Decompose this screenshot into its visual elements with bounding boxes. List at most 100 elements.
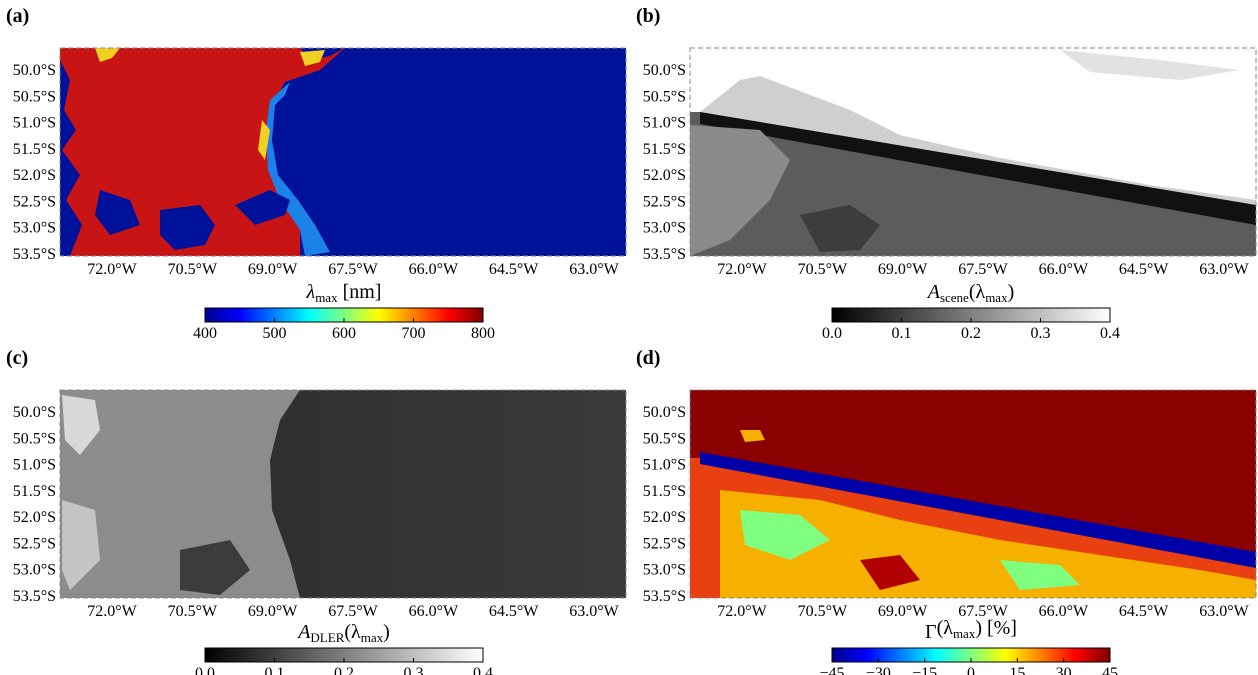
x-tick-label: 69.0°W: [878, 603, 928, 620]
panel-c-y-ticks: 50.0°S 50.5°S 51.0°S 51.5°S 52.0°S 52.5°S 53.0…: [13, 404, 56, 605]
colorbar-tick-label: 0.4: [473, 665, 493, 675]
colorbar-tick-label: 45: [1102, 665, 1118, 675]
panel-c-colorbar-title: ADLER(λmax): [296, 621, 390, 645]
panel-d-x-ticks: 72.0°W 70.5°W 69.0°W 67.5°W 66.0°W 64.5°W 63.0…: [717, 603, 1249, 620]
colorbar-tick-label: 0.4: [1100, 325, 1120, 342]
y-tick-label: 50.5°S: [13, 88, 56, 105]
panel-d: (d) 50.0°S 50.5°S 51.0°S 51.5°S 52.0°S 52.5°S…: [636, 347, 1257, 675]
panel-b-colorbar-ticks: 0.0 0.1 0.2 0.3 0.4: [822, 318, 1120, 342]
x-tick-label: 70.5°W: [798, 261, 848, 278]
panel-b-y-ticks: 50.0°S 50.5°S 51.0°S 51.5°S 52.0°S 52.5°S 53.0…: [643, 62, 686, 263]
colorbar-tick-label: 0: [967, 665, 975, 675]
y-tick-label: 50.5°S: [13, 430, 56, 447]
x-tick-label: 70.5°W: [798, 603, 848, 620]
panel-a-x-ticks: 72.0°W 70.5°W 69.0°W 67.5°W 66.0°W 64.5°W 63.0…: [87, 261, 619, 278]
y-tick-label: 52.5°S: [13, 193, 56, 210]
y-tick-label: 53.5°S: [13, 246, 56, 263]
y-tick-label: 51.5°S: [643, 141, 686, 158]
colorbar-tick-label: −30: [866, 665, 891, 675]
panel-b-x-ticks: 72.0°W 70.5°W 69.0°W 67.5°W 66.0°W 64.5°W 63.0…: [717, 261, 1249, 278]
y-tick-label: 50.0°S: [13, 62, 56, 79]
x-tick-label: 63.0°W: [569, 261, 619, 278]
panel-a: (a) 50.0°S 50.5°S 51.0°S 51.5°S 52.0°S 52.5°S…: [6, 5, 627, 342]
x-tick-label: 72.0°W: [87, 603, 137, 620]
y-tick-label: 51.0°S: [13, 115, 56, 132]
y-tick-label: 53.5°S: [643, 588, 686, 605]
y-tick-label: 51.0°S: [643, 115, 686, 132]
panel-c-x-ticks: 72.0°W 70.5°W 69.0°W 67.5°W 66.0°W 64.5°W 63.0…: [87, 603, 619, 620]
colorbar-tick-label: 600: [332, 325, 356, 342]
colorbar-tick-label: 700: [402, 325, 426, 342]
y-tick-label: 50.5°S: [643, 88, 686, 105]
x-tick-label: 67.5°W: [328, 261, 378, 278]
panel-d-colorbar-title: Γ(λmax) [%]: [925, 617, 1017, 643]
y-tick-label: 51.0°S: [643, 457, 686, 474]
colorbar-tick-label: 400: [193, 325, 217, 342]
x-tick-label: 63.0°W: [569, 603, 619, 620]
x-tick-label: 72.0°W: [87, 261, 137, 278]
x-tick-label: 70.5°W: [168, 603, 218, 620]
y-tick-label: 52.5°S: [643, 193, 686, 210]
colorbar-tick-label: 0.3: [404, 665, 424, 675]
y-tick-label: 53.5°S: [13, 588, 56, 605]
x-tick-label: 70.5°W: [168, 261, 218, 278]
x-tick-label: 69.0°W: [248, 603, 298, 620]
panel-b-dark-band: [700, 112, 1256, 225]
colorbar-tick-label: 800: [471, 325, 495, 342]
x-tick-label: 63.0°W: [1199, 261, 1249, 278]
y-tick-label: 52.0°S: [643, 509, 686, 526]
y-tick-label: 51.5°S: [13, 141, 56, 158]
panel-b-label: (b): [636, 5, 660, 27]
panel-d-dark-band: [700, 452, 1256, 568]
colorbar-tick-label: 0.2: [961, 325, 981, 342]
x-tick-label: 63.0°W: [1199, 603, 1249, 620]
y-tick-label: 51.5°S: [13, 483, 56, 500]
y-tick-label: 50.0°S: [643, 62, 686, 79]
y-tick-label: 52.0°S: [643, 167, 686, 184]
colorbar-tick-label: 0.2: [334, 665, 354, 675]
x-tick-label: 64.5°W: [489, 603, 539, 620]
panel-d-map: [690, 390, 1256, 598]
x-tick-label: 64.5°W: [1119, 603, 1169, 620]
panel-a-y-ticks: 50.0°S 50.5°S 51.0°S 51.5°S 52.0°S 52.5°S 53.0…: [13, 62, 56, 263]
panel-c-label: (c): [6, 347, 28, 369]
panel-a-colorbar-title: λmax [nm]: [306, 281, 382, 305]
y-tick-label: 50.0°S: [13, 404, 56, 421]
panel-c-colorbar-ticks: 0.0 0.1 0.2 0.3 0.4: [195, 658, 493, 675]
y-tick-label: 53.0°S: [13, 220, 56, 237]
y-tick-label: 51.0°S: [13, 457, 56, 474]
x-tick-label: 72.0°W: [717, 261, 767, 278]
panel-c-map: [60, 390, 626, 598]
x-tick-label: 66.0°W: [1039, 261, 1089, 278]
colorbar-tick-label: 0.3: [1031, 325, 1051, 342]
y-tick-label: 52.0°S: [13, 167, 56, 184]
colorbar-tick-label: 500: [263, 325, 287, 342]
x-tick-label: 64.5°W: [489, 261, 539, 278]
panel-a-label: (a): [6, 5, 29, 27]
y-tick-label: 53.0°S: [643, 562, 686, 579]
x-tick-label: 66.0°W: [409, 603, 459, 620]
colorbar-tick-label: 0.0: [822, 325, 842, 342]
y-tick-label: 52.5°S: [13, 535, 56, 552]
colorbar-tick-label: 0.1: [892, 325, 912, 342]
panel-b: (b) 50.0°S 50.5°S 51.0°S 51.5°S 52.0°S 52.5°S…: [636, 5, 1257, 342]
x-tick-label: 67.5°W: [958, 603, 1008, 620]
y-tick-label: 53.0°S: [13, 562, 56, 579]
x-tick-label: 66.0°W: [1039, 603, 1089, 620]
colorbar-tick-label: −45: [819, 665, 844, 675]
y-tick-label: 53.5°S: [643, 246, 686, 263]
x-tick-label: 67.5°W: [958, 261, 1008, 278]
colorbar-tick-label: 0.1: [265, 665, 285, 675]
y-tick-label: 50.0°S: [643, 404, 686, 421]
colorbar-tick-label: −15: [912, 665, 937, 675]
x-tick-label: 67.5°W: [328, 603, 378, 620]
panel-b-colorbar-title: Ascene(λmax): [926, 281, 1015, 305]
panel-d-label: (d): [636, 347, 660, 369]
x-tick-label: 64.5°W: [1119, 261, 1169, 278]
panel-c: (c) 50.0°S 50.5°S 51.0°S 51.5°S 52.0°S 52.5°S…: [6, 347, 627, 675]
colorbar-tick-label: 15: [1009, 665, 1025, 675]
y-tick-label: 50.5°S: [643, 430, 686, 447]
colorbar-tick-label: 30: [1056, 665, 1072, 675]
y-tick-label: 52.5°S: [643, 535, 686, 552]
